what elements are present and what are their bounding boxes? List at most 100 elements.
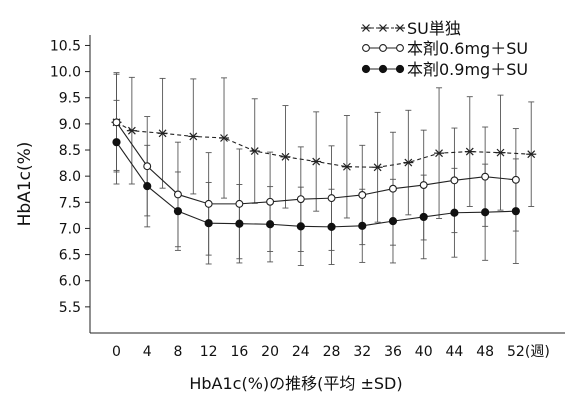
x-tick-label: 36 <box>384 344 402 360</box>
filled-circle-marker <box>327 222 336 231</box>
asterisk-marker <box>280 152 291 161</box>
asterisk-marker <box>126 126 137 135</box>
open-circle-marker <box>419 181 428 189</box>
x-tick-label: 8 <box>173 344 182 360</box>
asterisk-stroke <box>281 152 290 161</box>
filled-circle-marker <box>173 207 183 216</box>
y-tick-label: 9.5 <box>59 91 81 107</box>
x-tick-label: 32 <box>353 344 371 360</box>
open-circle-marker <box>389 184 397 193</box>
asterisk-stroke <box>220 134 228 142</box>
open-circle-marker <box>143 162 152 171</box>
filled-circle-marker <box>388 217 398 226</box>
y-tick-label: 7.0 <box>59 221 81 237</box>
axis-labels: HbA1c(%) HbA1c(%)の推移(平均 ±SD) <box>15 142 403 393</box>
filled-circle-marker <box>395 64 405 74</box>
asterisk-stroke <box>496 148 505 157</box>
asterisk-marker <box>403 158 414 167</box>
filled-circle-marker <box>204 219 213 228</box>
filled-circle-marker <box>511 207 520 216</box>
y-tick-label: 10.0 <box>50 65 81 81</box>
filled-circle-marker <box>450 208 459 217</box>
x-tick-label: 16 <box>230 344 248 360</box>
open-circle-marker <box>266 197 275 206</box>
open-circle-marker <box>204 199 213 208</box>
filled-circle-marker <box>358 221 367 230</box>
x-axis-title: HbA1c(%)の推移(平均 ±SD) <box>189 374 402 393</box>
asterisk-series-line <box>116 121 532 168</box>
x-tick-label: 12 <box>200 344 218 360</box>
asterisk-marker <box>219 134 230 142</box>
asterisk-marker <box>249 147 260 155</box>
x-tick-label: 24 <box>292 344 310 360</box>
y-tick-label: 8.0 <box>59 169 81 185</box>
open-circle-marker <box>235 199 244 208</box>
x-tick-label: 0 <box>112 344 121 360</box>
open-circle-marker <box>396 44 404 52</box>
x-tick-label: 44 <box>446 344 464 360</box>
open-circle-series-line <box>116 121 516 205</box>
y-tick-label: 7.5 <box>59 195 81 211</box>
x-tick-label: 48 <box>476 344 494 360</box>
open-circle-marker <box>327 194 336 203</box>
filled-circle-marker <box>266 220 275 229</box>
filled-circle-marker <box>378 64 388 74</box>
asterisk-marker <box>157 129 168 138</box>
open-circle-marker <box>358 191 367 199</box>
legend-label: SU単独 <box>407 19 461 38</box>
open-circle-marker <box>511 175 520 184</box>
open-circle-marker <box>112 118 121 127</box>
asterisk-marker <box>311 157 322 166</box>
asterisk-marker <box>526 150 537 159</box>
asterisk-stroke <box>250 147 259 155</box>
x-tick-label: 52 <box>507 344 525 360</box>
asterisk-stroke <box>362 24 370 32</box>
asterisk-stroke <box>127 126 136 135</box>
asterisk-stroke <box>189 132 198 141</box>
asterisk-marker <box>188 132 199 141</box>
asterisk-stroke <box>465 147 474 156</box>
x-tick-label: 4 <box>143 344 152 360</box>
y-tick-label: 8.5 <box>59 143 81 159</box>
y-tick-label: 9.0 <box>59 117 81 133</box>
open-circle-marker <box>450 176 459 185</box>
x-tick-label: 28 <box>323 344 341 360</box>
x-tick-label: 40 <box>415 344 433 360</box>
asterisk-stroke <box>396 24 404 32</box>
asterisk-stroke <box>527 150 536 159</box>
series-markers <box>111 118 537 231</box>
y-tick-label: 6.5 <box>59 248 81 264</box>
asterisk-stroke <box>342 162 351 171</box>
error-bars <box>113 72 535 267</box>
open-circle-marker <box>379 44 387 52</box>
open-circle-marker <box>173 190 182 199</box>
asterisk-marker <box>395 24 405 32</box>
asterisk-stroke <box>404 158 413 167</box>
filled-circle-marker <box>481 208 490 217</box>
filled-circle-marker <box>235 219 244 228</box>
y-axis-title: HbA1c(%) <box>15 142 35 227</box>
filled-circle-marker <box>143 181 152 191</box>
asterisk-marker <box>495 148 506 157</box>
y-tick-label: 10.5 <box>50 38 81 54</box>
asterisk-marker <box>341 162 352 171</box>
filled-circle-series-line <box>116 141 516 228</box>
open-circle-marker <box>362 44 370 52</box>
legend-label: 本剤0.9mg＋SU <box>407 60 528 79</box>
filled-circle-marker <box>112 138 121 147</box>
y-tick-label: 6.0 <box>59 274 81 290</box>
filled-circle-marker <box>419 212 428 222</box>
asterisk-stroke <box>373 163 382 172</box>
filled-circle-marker <box>361 64 371 74</box>
x-tick-label: 20 <box>261 344 279 360</box>
y-tick-label: 5.5 <box>59 300 81 316</box>
asterisk-marker <box>464 147 475 156</box>
axes: 5.56.06.57.07.58.08.59.09.510.010.50 4 8 12… <box>50 35 565 360</box>
asterisk-stroke <box>379 24 387 32</box>
asterisk-marker <box>361 24 371 32</box>
open-circle-marker <box>481 172 490 181</box>
asterisk-stroke <box>435 149 443 158</box>
asterisk-marker <box>378 24 388 32</box>
